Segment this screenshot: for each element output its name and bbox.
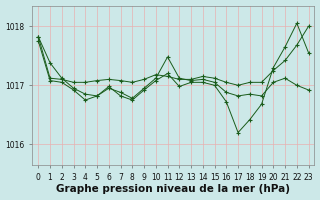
X-axis label: Graphe pression niveau de la mer (hPa): Graphe pression niveau de la mer (hPa)	[56, 184, 291, 194]
